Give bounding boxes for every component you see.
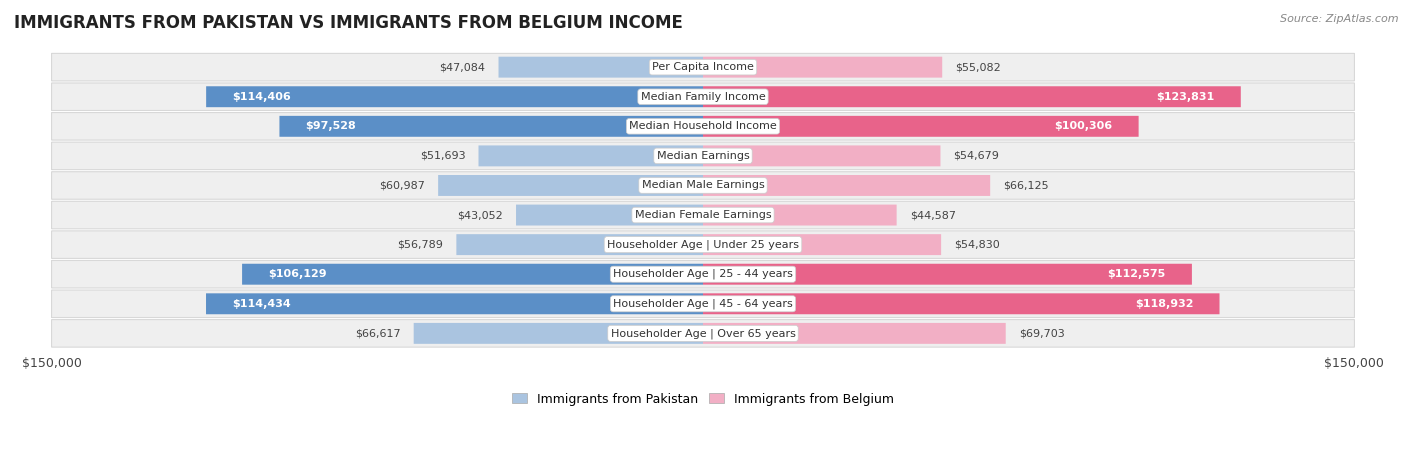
Text: Median Female Earnings: Median Female Earnings bbox=[634, 210, 772, 220]
Text: Householder Age | 25 - 44 years: Householder Age | 25 - 44 years bbox=[613, 269, 793, 279]
Text: $106,129: $106,129 bbox=[269, 269, 326, 279]
FancyBboxPatch shape bbox=[52, 113, 1354, 140]
Text: $66,125: $66,125 bbox=[1004, 180, 1049, 191]
Text: $66,617: $66,617 bbox=[356, 328, 401, 339]
FancyBboxPatch shape bbox=[703, 264, 1192, 285]
Text: Median Household Income: Median Household Income bbox=[628, 121, 778, 131]
Text: $60,987: $60,987 bbox=[380, 180, 425, 191]
FancyBboxPatch shape bbox=[52, 261, 1354, 288]
FancyBboxPatch shape bbox=[52, 290, 1354, 318]
FancyBboxPatch shape bbox=[52, 83, 1354, 111]
Text: IMMIGRANTS FROM PAKISTAN VS IMMIGRANTS FROM BELGIUM INCOME: IMMIGRANTS FROM PAKISTAN VS IMMIGRANTS F… bbox=[14, 14, 683, 32]
Text: $47,084: $47,084 bbox=[440, 62, 485, 72]
Text: Median Family Income: Median Family Income bbox=[641, 92, 765, 102]
FancyBboxPatch shape bbox=[478, 145, 703, 166]
FancyBboxPatch shape bbox=[703, 175, 990, 196]
Text: $44,587: $44,587 bbox=[910, 210, 956, 220]
Legend: Immigrants from Pakistan, Immigrants from Belgium: Immigrants from Pakistan, Immigrants fro… bbox=[508, 388, 898, 410]
FancyBboxPatch shape bbox=[207, 293, 703, 314]
Text: Source: ZipAtlas.com: Source: ZipAtlas.com bbox=[1281, 14, 1399, 24]
Text: $54,679: $54,679 bbox=[953, 151, 1000, 161]
FancyBboxPatch shape bbox=[413, 323, 703, 344]
FancyBboxPatch shape bbox=[52, 142, 1354, 170]
Text: $54,830: $54,830 bbox=[955, 240, 1000, 250]
FancyBboxPatch shape bbox=[207, 86, 703, 107]
Text: $114,406: $114,406 bbox=[232, 92, 291, 102]
FancyBboxPatch shape bbox=[52, 172, 1354, 199]
Text: Per Capita Income: Per Capita Income bbox=[652, 62, 754, 72]
FancyBboxPatch shape bbox=[280, 116, 703, 137]
Text: Householder Age | Under 25 years: Householder Age | Under 25 years bbox=[607, 240, 799, 250]
Text: $51,693: $51,693 bbox=[420, 151, 465, 161]
FancyBboxPatch shape bbox=[703, 145, 941, 166]
FancyBboxPatch shape bbox=[516, 205, 703, 226]
FancyBboxPatch shape bbox=[242, 264, 703, 285]
Text: Householder Age | 45 - 64 years: Householder Age | 45 - 64 years bbox=[613, 298, 793, 309]
FancyBboxPatch shape bbox=[703, 293, 1219, 314]
FancyBboxPatch shape bbox=[457, 234, 703, 255]
Text: Householder Age | Over 65 years: Householder Age | Over 65 years bbox=[610, 328, 796, 339]
Text: $43,052: $43,052 bbox=[457, 210, 503, 220]
FancyBboxPatch shape bbox=[52, 231, 1354, 258]
Text: $56,789: $56,789 bbox=[398, 240, 443, 250]
FancyBboxPatch shape bbox=[52, 201, 1354, 229]
FancyBboxPatch shape bbox=[439, 175, 703, 196]
Text: Median Earnings: Median Earnings bbox=[657, 151, 749, 161]
Text: $97,528: $97,528 bbox=[305, 121, 356, 131]
Text: $118,932: $118,932 bbox=[1135, 299, 1194, 309]
FancyBboxPatch shape bbox=[703, 323, 1005, 344]
Text: $123,831: $123,831 bbox=[1157, 92, 1215, 102]
FancyBboxPatch shape bbox=[52, 53, 1354, 81]
FancyBboxPatch shape bbox=[703, 205, 897, 226]
Text: $114,434: $114,434 bbox=[232, 299, 291, 309]
FancyBboxPatch shape bbox=[703, 234, 941, 255]
FancyBboxPatch shape bbox=[703, 86, 1240, 107]
FancyBboxPatch shape bbox=[703, 57, 942, 78]
Text: $55,082: $55,082 bbox=[955, 62, 1001, 72]
FancyBboxPatch shape bbox=[703, 116, 1139, 137]
FancyBboxPatch shape bbox=[52, 319, 1354, 347]
Text: $69,703: $69,703 bbox=[1019, 328, 1064, 339]
Text: $112,575: $112,575 bbox=[1108, 269, 1166, 279]
FancyBboxPatch shape bbox=[499, 57, 703, 78]
Text: $100,306: $100,306 bbox=[1054, 121, 1112, 131]
Text: Median Male Earnings: Median Male Earnings bbox=[641, 180, 765, 191]
